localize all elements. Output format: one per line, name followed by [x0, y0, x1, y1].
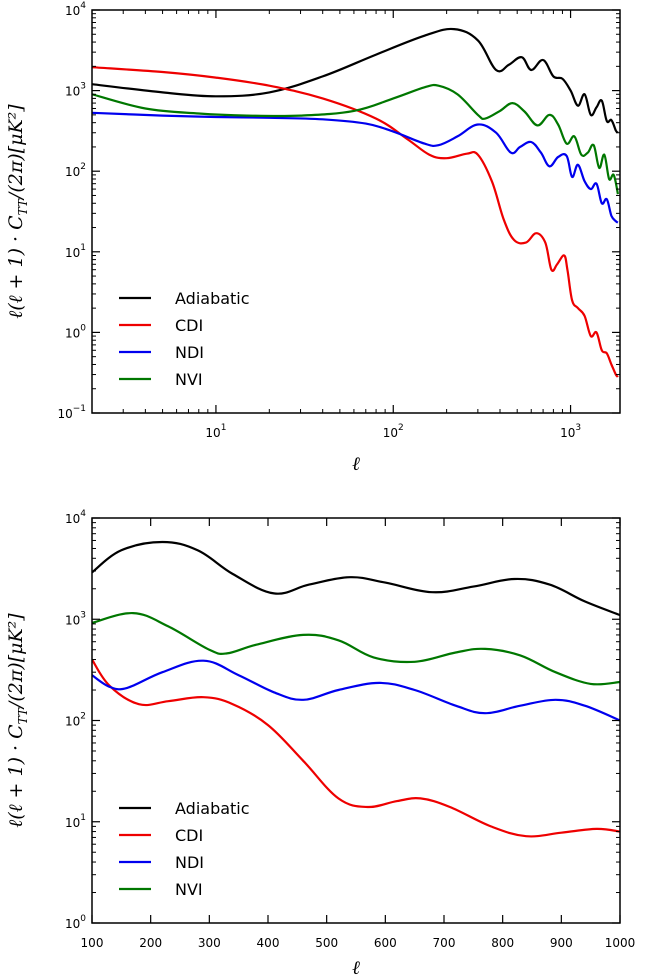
- y-tick-label: 104: [65, 509, 86, 526]
- plot-area: [92, 27, 619, 378]
- series-line-cdi: [92, 658, 620, 838]
- plot-area: [92, 540, 620, 838]
- y-axis-label: ℓ(ℓ + 1) · CTT/(2π)[μK²]: [5, 613, 30, 828]
- legend-label: Adiabatic: [175, 799, 250, 818]
- axes-frame: [91, 9, 621, 414]
- x-tick-label: 700: [433, 936, 456, 950]
- x-tick-label: 103: [560, 423, 581, 440]
- y-axis-label: ℓ(ℓ + 1) · CTT/(2π)[μK²]: [5, 104, 30, 319]
- x-tick-label: 500: [315, 936, 338, 950]
- legend-label: NDI: [175, 853, 204, 872]
- series-line-cdi: [92, 66, 619, 378]
- legend-label: NVI: [175, 370, 203, 389]
- y-tick-label: 101: [65, 243, 86, 260]
- series-line-ndi: [92, 659, 620, 722]
- y-tick-label: 100: [65, 914, 86, 931]
- y-tick-label: 10−1: [57, 404, 86, 421]
- x-tick-label: 102: [383, 423, 404, 440]
- x-tick-label: 101: [205, 423, 226, 440]
- chart-panel-1: 10−1 100 101 102 103 104 101 102 103 ℓ ℓ(ℓ + 1) · …: [5, 1, 621, 475]
- legend: Adiabatic CDI NDI NVI: [119, 799, 250, 899]
- x-tick-label: 100: [81, 936, 104, 950]
- series-line-adiabatic: [92, 540, 620, 617]
- x-tick-label: 900: [550, 936, 573, 950]
- series-line-ndi: [92, 111, 619, 224]
- series-line-adiabatic: [92, 27, 619, 134]
- series-line-nvi: [92, 83, 619, 195]
- x-axis: 100 200 300 400 500 600 700 800 900 1000: [81, 518, 636, 950]
- x-tick-label: 600: [374, 936, 397, 950]
- y-tick-label: 102: [65, 162, 86, 179]
- y-axis: 100 101 102 103 104: [65, 509, 620, 931]
- legend-label: Adiabatic: [175, 289, 250, 308]
- x-tick-label: 1000: [605, 936, 636, 950]
- y-tick-label: 102: [65, 712, 86, 729]
- y-tick-label: 103: [65, 610, 86, 627]
- series-line-nvi: [92, 611, 620, 686]
- legend: Adiabatic CDI NDI NVI: [119, 289, 250, 389]
- x-axis-label: ℓ: [352, 957, 360, 979]
- chart-panel-2: 100 101 102 103 104 100 200 300 400 500 600 700 800 9…: [5, 509, 635, 979]
- y-tick-label: 104: [65, 1, 86, 18]
- x-axis-label: ℓ: [352, 453, 360, 475]
- legend-label: NDI: [175, 343, 204, 362]
- x-tick-label: 400: [257, 936, 280, 950]
- legend-label: CDI: [175, 316, 203, 335]
- y-tick-label: 100: [65, 323, 86, 340]
- x-tick-label: 800: [491, 936, 514, 950]
- legend-label: CDI: [175, 826, 203, 845]
- axes-frame: [91, 517, 621, 924]
- y-axis: 10−1 100 101 102 103 104: [57, 1, 620, 421]
- legend-label: NVI: [175, 880, 203, 899]
- x-tick-label: 300: [198, 936, 221, 950]
- y-tick-label: 103: [65, 82, 86, 99]
- y-tick-label: 101: [65, 813, 86, 830]
- x-tick-label: 200: [139, 936, 162, 950]
- x-axis: 101 102 103: [91, 10, 581, 440]
